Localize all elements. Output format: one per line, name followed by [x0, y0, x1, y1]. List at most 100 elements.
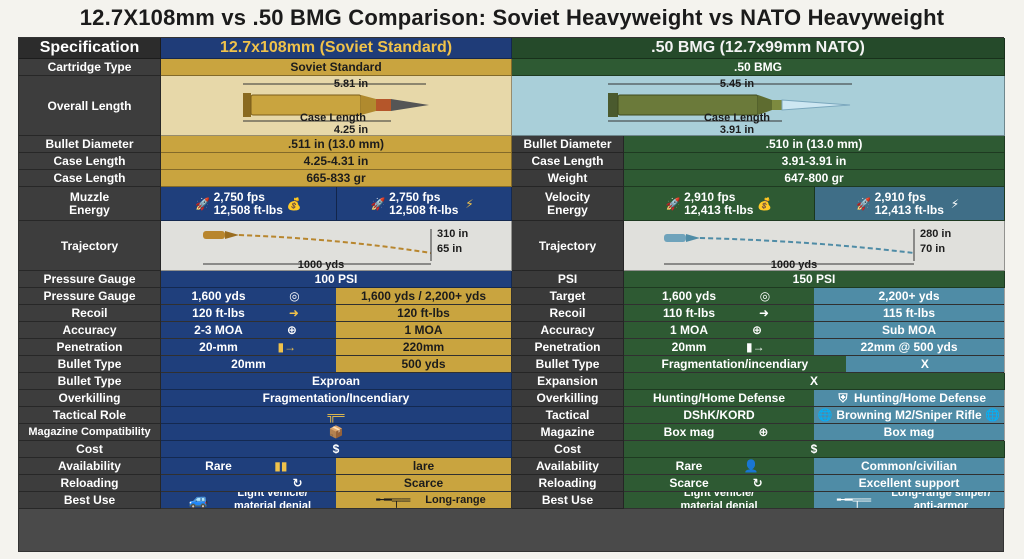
mid-label-penetration: Penetration — [512, 339, 624, 356]
label-trajectory: Trajectory — [19, 221, 161, 271]
mid-label-velocity: Velocity — [544, 189, 591, 204]
soviet-accuracy-b: 1 MOA — [404, 323, 443, 337]
nato-penetration-a: 20mm — [671, 340, 707, 354]
nato-traj-top: 280 in — [920, 228, 951, 240]
mid-label-bullet-type: Bullet Type — [512, 356, 624, 373]
vehicle-icon: 🚙 — [188, 492, 209, 509]
soviet-psi: 100 PSI — [161, 271, 512, 288]
nato-magazine: Box mag ⊕ Box mag — [624, 424, 1005, 441]
mid-label-energy: Energy — [547, 202, 588, 217]
soviet-traj-drop: 65 in — [437, 243, 462, 255]
nato-velocity-a: 2,910 fps — [684, 189, 736, 204]
soviet-penetration-a: 20-mm — [199, 340, 238, 354]
comparison-table: Specification 12.7x108mm (Soviet Standar… — [18, 37, 1005, 552]
soviet-expansion: Exproan — [161, 373, 512, 390]
mid-label-target: Target — [512, 288, 624, 305]
soviet-cartridge-diagram: 5.81 in Case Length 4.25 in — [161, 76, 512, 136]
nato-reloading-a: Scarce — [669, 476, 709, 490]
label-penetration: Penetration — [19, 339, 161, 356]
refresh-icon: ↻ — [752, 476, 763, 490]
soviet-reloading: ↻ Scarce — [161, 475, 512, 492]
machine-gun-icon: ╦═ — [327, 408, 345, 422]
soviet-reloading-b: Scarce — [403, 476, 444, 490]
mid-label-best-use: Best Use — [512, 492, 624, 509]
soviet-magazine: 📦 — [161, 424, 512, 441]
soviet-velocity-a: 2,750 fps — [213, 189, 265, 204]
mid-label-cost: Cost — [512, 441, 624, 458]
nato-recoil-b: 115 ft-lbs — [882, 306, 936, 320]
label-reloading: Reloading — [19, 475, 161, 492]
nato-bullet-type-b: X — [920, 357, 929, 371]
arrow-right-icon: ➜ — [288, 306, 299, 320]
mid-label-case-length: Case Length — [512, 153, 624, 170]
mid-label-accuracy: Accuracy — [512, 322, 624, 339]
nato-cartridge-type: .50 BMG — [512, 59, 1005, 76]
nato-cartridge-diagram: 5.45 in Case Length 3.91 in — [512, 76, 1005, 136]
lightning-icon: ⚡ — [465, 196, 474, 211]
nato-bullet-type: Fragmentation/incendiary X — [624, 356, 1005, 373]
soviet-overkilling: Fragmentation/Incendiary — [161, 390, 512, 407]
nato-trajectory: 280 in 70 in 1000 yds — [624, 221, 1005, 271]
soviet-recoil-a: 120 ft-lbs — [192, 306, 245, 320]
soviet-bullet-type-b: 500 yds — [401, 357, 446, 371]
rocket-icon: 🚀 — [195, 196, 211, 211]
soviet-best-use: 🚙 Light vehicle/ material denial ╾━╤═ Long… — [161, 492, 512, 509]
page-title: 12.7X108mm vs .50 BMG Comparison: Soviet… — [79, 5, 945, 30]
mid-label-tactical: Tactical — [512, 407, 624, 424]
rocket-icon: 🚀 — [370, 196, 386, 211]
label-energy: Energy — [69, 202, 110, 217]
nato-case-length: 3.91-3.91 in — [624, 153, 1005, 170]
nato-recoil: 110 ft-lbs ➜ 115 ft-lbs — [624, 305, 1005, 322]
soviet-availability: Rare ▮▮ lare — [161, 458, 512, 475]
nato-psi: 150 PSI — [624, 271, 1005, 288]
nato-traj-range: 1000 yds — [771, 259, 817, 271]
target-icon: ◎ — [289, 289, 300, 303]
soviet-cartridge-svg: 5.81 in Case Length 4.25 in — [243, 78, 429, 135]
money-bag-icon: 💰 — [286, 196, 302, 211]
rocket-icon: 🚀 — [665, 196, 681, 211]
soviet-penetration-b: 220mm — [402, 340, 445, 354]
header-nato: .50 BMG (12.7x99mm NATO) — [512, 38, 1005, 59]
label-bullet-diameter: Bullet Diameter — [19, 136, 161, 153]
label-overall-length: Overall Length — [19, 76, 161, 136]
nato-accuracy: 1 MOA ⊕ Sub MOA — [624, 322, 1005, 339]
nato-cartridge-svg: 5.45 in Case Length 3.91 in — [608, 78, 852, 136]
label-cost: Cost — [19, 441, 161, 458]
mid-label-overkilling: Overkilling — [512, 390, 624, 407]
mid-label-reloading: Reloading — [512, 475, 624, 492]
nato-penetration: 20mm ▮→ 22mm @ 500 yds — [624, 339, 1005, 356]
nato-target-a: 1,600 yds — [661, 289, 717, 303]
header-spec: Specification — [19, 38, 161, 59]
soviet-bullet-diameter: .511 in (13.0 mm) — [161, 136, 512, 153]
bar-chart-icon: ▮▮ — [274, 459, 288, 473]
soviet-bullet-type-a: 20mm — [231, 357, 266, 371]
rocket-icon: 🚀 — [856, 196, 872, 211]
nato-trajectory-svg: 280 in 70 in 1000 yds — [664, 228, 951, 271]
soviet-trajectory: 310 in 65 in 1000 yds — [161, 221, 512, 271]
label-bullet-type-2: Bullet Type — [19, 373, 161, 390]
globe-icon: ⊕ — [758, 425, 769, 439]
soviet-case-label: Case Length — [300, 112, 366, 124]
nato-target-b: 2,200+ yds — [878, 289, 940, 303]
soviet-energy-b: 12,508 ft-lbs — [389, 202, 459, 217]
mid-label-trajectory: Trajectory — [512, 221, 624, 271]
nato-weight: 647-800 gr — [624, 170, 1005, 187]
label-overkilling: Overkilling — [19, 390, 161, 407]
label-case-length: Case Length — [19, 153, 161, 170]
soviet-traj-range: 1000 yds — [298, 259, 344, 271]
mid-label-velocity-energy: Velocity Energy — [512, 187, 624, 221]
label-pressure-gauge-2: Pressure Gauge — [19, 288, 161, 305]
soviet-energy-a: 12,508 ft-lbs — [213, 202, 283, 217]
nato-case-value: 3.91 in — [720, 124, 755, 136]
penetration-icon: ▮→ — [277, 340, 297, 354]
mid-label-recoil: Recoil — [512, 305, 624, 322]
nato-best-use-a: Light vehicle/ material denial — [680, 492, 758, 509]
soviet-recoil: 120 ft-lbs ➜ 120 ft-lbs — [161, 305, 512, 322]
globe-icon: 🌐 — [985, 408, 1001, 422]
nato-overkilling: Hunting/Home Defense ⛨ Hunting/Home Defen… — [624, 390, 1005, 407]
soviet-cartridge-type: Soviet Standard — [161, 59, 512, 76]
mid-label-psi: PSI — [512, 271, 624, 288]
nato-penetration-b: 22mm @ 500 yds — [860, 340, 958, 354]
mid-label-availability: Availability — [512, 458, 624, 475]
arrow-right-icon: ➜ — [758, 306, 770, 320]
